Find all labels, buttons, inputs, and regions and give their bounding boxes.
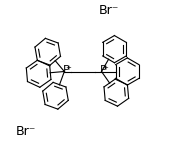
Text: P: P — [100, 65, 107, 75]
Text: +: + — [102, 65, 108, 71]
Text: +: + — [65, 65, 71, 71]
Text: P: P — [63, 65, 69, 75]
Text: Br⁻: Br⁻ — [16, 125, 36, 138]
Text: Br⁻: Br⁻ — [98, 4, 119, 16]
